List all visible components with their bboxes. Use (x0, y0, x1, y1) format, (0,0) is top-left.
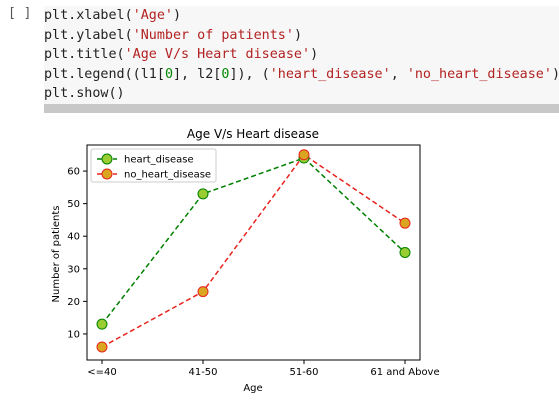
code-token: 'Age' (132, 8, 173, 23)
horizontal-scrollbar[interactable] (44, 104, 559, 113)
x-axis-label: Age (243, 383, 262, 394)
series-line-heart_disease (101, 157, 406, 325)
code-line: plt.title('Age V/s Heart disease') (44, 45, 559, 65)
code-token: plt.show() (44, 86, 125, 101)
plot-frame (86, 144, 421, 361)
legend-label: no_heart_disease (124, 170, 211, 181)
code-token: ], l2[ (173, 66, 222, 82)
data-point-no_heart_disease (197, 286, 209, 298)
legend: heart_disease no_heart_disease (90, 148, 217, 183)
y-tick-label: 40 (67, 232, 80, 243)
plot-area: 10 20 30 40 50 60 <=40 41-50 51-60 61 and Above (67, 144, 440, 378)
data-point-heart_disease (96, 318, 108, 330)
code-token: ) (310, 47, 319, 62)
y-tick-label: 50 (67, 199, 80, 210)
code-line: plt.ylabel('Number of patients') (44, 26, 559, 46)
y-tick-label: 10 (67, 329, 80, 340)
code-token: 'Number of patients' (132, 27, 294, 43)
code-token: plt.xlabel( (44, 8, 133, 23)
code-token: 'Age V/s Heart disease' (124, 47, 311, 62)
y-axis-label: Number of patients (51, 206, 62, 303)
code-token: ]), ( (229, 66, 270, 82)
legend-label: heart_disease (124, 155, 194, 166)
code-token: ) (293, 27, 302, 43)
code-token: )) (552, 67, 559, 82)
y-tick-label: 20 (67, 297, 80, 308)
code-line: plt.legend((l1[0], l2[0]), ('heart_disea… (44, 65, 559, 85)
x-tick-label: 51-60 (289, 367, 318, 378)
y-tick-label: 60 (67, 167, 80, 178)
data-point-no_heart_disease (399, 217, 411, 229)
data-point-heart_disease (197, 188, 209, 200)
y-tick-label: 30 (67, 264, 80, 275)
cell-run-prompt[interactable]: [ ] (8, 6, 32, 21)
code-cell[interactable]: [ ] plt.xlabel('Age') plt.ylabel('Number … (0, 0, 559, 113)
line-chart: Age V/s Heart disease 10 20 30 40 50 60 <=40 41… (51, 127, 440, 394)
code-line: plt.show() (44, 84, 559, 104)
chart-title: Age V/s Heart disease (187, 127, 319, 141)
legend-marker (101, 153, 113, 165)
code-token: plt.title( (44, 47, 125, 62)
data-point-no_heart_disease (96, 341, 108, 353)
code-token: 'no_heart_disease' (406, 66, 552, 82)
x-tick-label: 61 and Above (370, 367, 439, 378)
code-token: plt.ylabel( (44, 27, 133, 43)
x-tick-label: 41-50 (188, 367, 217, 378)
series-line-no_heart_disease (101, 153, 406, 348)
x-tick-label: <=40 (87, 367, 116, 378)
code-token: 'heart_disease' (269, 66, 391, 82)
code-line: plt.xlabel('Age') (44, 6, 559, 26)
code-editor[interactable]: plt.xlabel('Age') plt.ylabel('Number of p… (44, 6, 559, 106)
legend-frame (90, 148, 217, 183)
code-token: 0 (221, 66, 230, 82)
data-point-no_heart_disease (298, 149, 310, 161)
code-token: ) (173, 8, 182, 23)
code-token: plt.legend((l1[ (44, 66, 165, 82)
code-token: , (390, 66, 407, 82)
cell-output: Age V/s Heart disease 10 20 30 40 50 60 <=40 41… (0, 118, 559, 403)
data-point-heart_disease (399, 247, 411, 258)
code-token: 0 (164, 66, 173, 82)
legend-marker (101, 168, 113, 180)
